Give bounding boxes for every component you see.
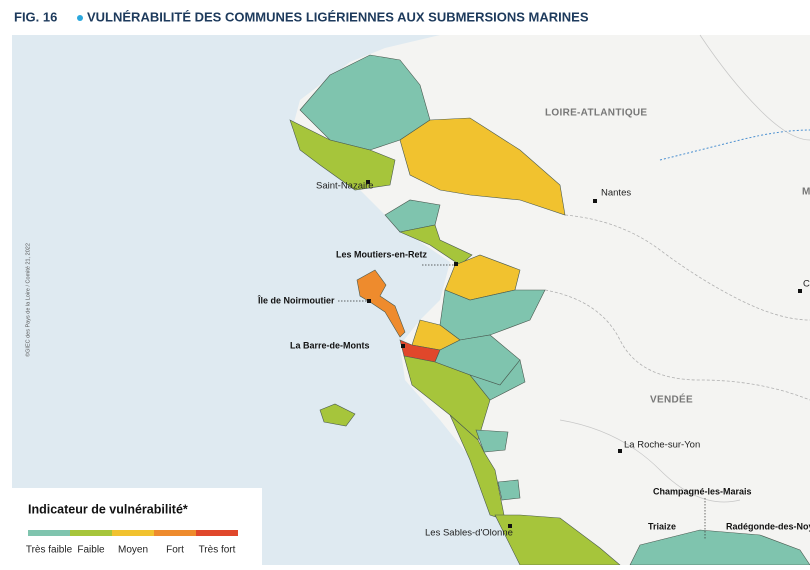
legend-swatch <box>112 530 154 536</box>
place-label: Triaize <box>648 521 676 531</box>
communes <box>289 54 810 566</box>
commune <box>399 117 566 216</box>
legend-label: Faible <box>77 545 105 556</box>
boundary <box>699 34 810 141</box>
place-marker <box>367 299 371 303</box>
place-label: Champagné-les-Marais <box>653 486 752 496</box>
commune <box>475 429 509 453</box>
legend: Indicateur de vulnérabilité* Très faible… <box>12 488 262 565</box>
figure-title: VULNÉRABILITÉ DES COMMUNES LIGÉRIENNES A… <box>87 9 589 24</box>
place-label: La Barre-de-Monts <box>290 340 370 350</box>
region-label: VENDÉE <box>650 393 693 406</box>
commune <box>449 414 506 521</box>
commune <box>289 119 396 191</box>
figure-number: FIG. 16 <box>14 9 57 24</box>
credit: ©GIEC des Pays de la Loire / Comité 21, … <box>24 243 31 357</box>
boundary <box>559 419 741 503</box>
place-label: Saint-Nazaire <box>316 181 374 192</box>
legend-swatch <box>196 530 238 536</box>
place-label: Les Moutiers-en-Retz <box>336 249 428 259</box>
place-marker <box>618 449 622 453</box>
legend-label: Très fort <box>199 545 236 556</box>
boundary <box>564 214 810 321</box>
boundary <box>544 289 810 401</box>
legend-title: Indicateur de vulnérabilité* <box>28 502 188 516</box>
legend-box <box>12 488 262 565</box>
place-label: Ch <box>803 279 810 290</box>
commune <box>469 359 526 401</box>
place-marker <box>454 262 458 266</box>
place-marker <box>366 180 370 184</box>
commune <box>497 479 521 501</box>
place-label: Nantes <box>601 188 631 199</box>
legend-swatch <box>70 530 112 536</box>
legend-swatch <box>28 530 70 536</box>
legend-swatch <box>154 530 196 536</box>
place-label: Île de Noirmoutier <box>257 294 335 305</box>
commune <box>403 355 491 441</box>
legend-label: Fort <box>166 545 184 556</box>
legend-label: Moyen <box>118 545 148 556</box>
commune <box>399 224 473 266</box>
place-label: Radégonde-des-Noy <box>726 521 810 531</box>
place-label: Les Sables-d'Olonne <box>425 528 513 539</box>
place-marker <box>593 199 597 203</box>
place-label: La Roche-sur-Yon <box>624 440 700 451</box>
place-marker <box>798 289 802 293</box>
title-bullet <box>77 15 83 21</box>
commune <box>384 199 441 233</box>
commune <box>319 403 356 427</box>
place-marker <box>401 344 405 348</box>
region-label: M <box>802 187 810 198</box>
river <box>659 129 810 161</box>
legend-label: Très faible <box>26 545 73 556</box>
region-label: LOIRE-ATLANTIQUE <box>545 108 647 119</box>
commune <box>356 269 406 338</box>
place-marker <box>508 524 512 528</box>
places: Saint-Nazaire Nantes Les Moutiers-en-Ret… <box>257 180 810 540</box>
